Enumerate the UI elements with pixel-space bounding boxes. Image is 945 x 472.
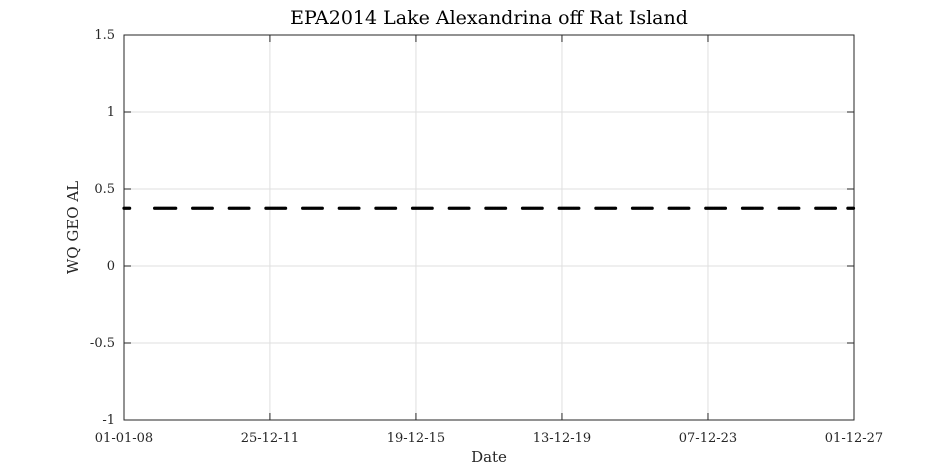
data-point (128, 206, 132, 210)
x-tick-label: 07-12-23 (679, 431, 737, 446)
data-point (174, 206, 178, 210)
data-point (467, 206, 471, 210)
data-point (320, 206, 324, 210)
data-point (430, 206, 434, 210)
data-point (503, 206, 508, 210)
data-point (210, 206, 214, 210)
x-tick-label: 25-12-11 (241, 431, 299, 446)
x-tick-label: 01-12-27 (825, 431, 883, 446)
data-point (650, 206, 654, 210)
y-tick-label: 0 (107, 259, 115, 274)
data-point (760, 206, 764, 210)
data-point (393, 206, 398, 210)
chart-title: EPA2014 Lake Alexandrina off Rat Island (290, 7, 688, 29)
data-point (687, 206, 691, 210)
data-point (540, 206, 544, 210)
y-tick-label: -1 (102, 413, 115, 428)
data-points (122, 206, 856, 210)
x-axis-label: Date (471, 448, 507, 466)
data-point (577, 206, 581, 210)
data-point (357, 206, 361, 210)
data-point (613, 206, 618, 210)
data-point (797, 206, 801, 210)
y-axis-label: WQ GEO AL (64, 181, 82, 274)
data-point (723, 206, 728, 210)
data-point (851, 206, 856, 210)
data-point (283, 206, 288, 210)
data-point (247, 206, 251, 210)
x-tick-label: 19-12-15 (387, 431, 445, 446)
y-tick-label: -0.5 (90, 336, 115, 351)
y-tick-label: 1.5 (94, 28, 115, 43)
x-tick-label: 13-12-19 (533, 431, 591, 446)
data-point (833, 206, 838, 210)
y-tick-label: 0.5 (94, 182, 115, 197)
plot-frame (123, 34, 855, 421)
x-tick-label: 01-01-08 (95, 431, 153, 446)
tick-labels: 01-01-08 25-12-11 19-12-15 13-12-19 07-12-23… (90, 28, 883, 446)
y-tick-label: 1 (107, 105, 115, 120)
axis-ticks (123, 34, 855, 421)
